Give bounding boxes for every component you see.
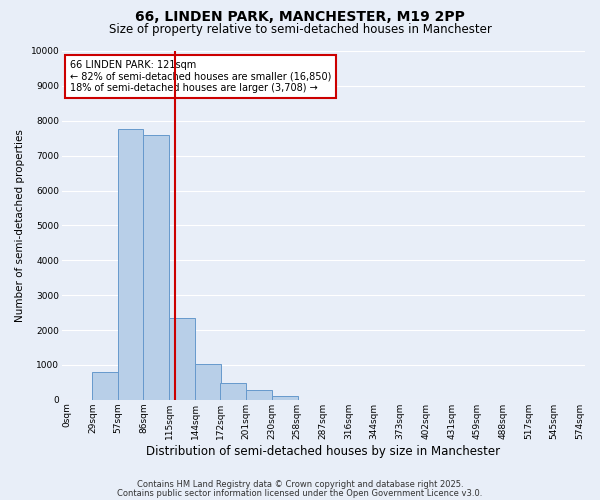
- Bar: [143, 134, 169, 400]
- Bar: [169, 318, 195, 400]
- Text: Contains public sector information licensed under the Open Government Licence v3: Contains public sector information licen…: [118, 488, 482, 498]
- Bar: [272, 396, 298, 400]
- Bar: [92, 372, 118, 400]
- Bar: [195, 364, 221, 400]
- Text: 66 LINDEN PARK: 121sqm
← 82% of semi-detached houses are smaller (16,850)
18% of: 66 LINDEN PARK: 121sqm ← 82% of semi-det…: [70, 60, 331, 93]
- Bar: [220, 384, 246, 400]
- Text: Contains HM Land Registry data © Crown copyright and database right 2025.: Contains HM Land Registry data © Crown c…: [137, 480, 463, 489]
- X-axis label: Distribution of semi-detached houses by size in Manchester: Distribution of semi-detached houses by …: [146, 444, 500, 458]
- Y-axis label: Number of semi-detached properties: Number of semi-detached properties: [15, 129, 25, 322]
- Text: Size of property relative to semi-detached houses in Manchester: Size of property relative to semi-detach…: [109, 22, 491, 36]
- Bar: [246, 390, 272, 400]
- Bar: [118, 130, 143, 400]
- Text: 66, LINDEN PARK, MANCHESTER, M19 2PP: 66, LINDEN PARK, MANCHESTER, M19 2PP: [135, 10, 465, 24]
